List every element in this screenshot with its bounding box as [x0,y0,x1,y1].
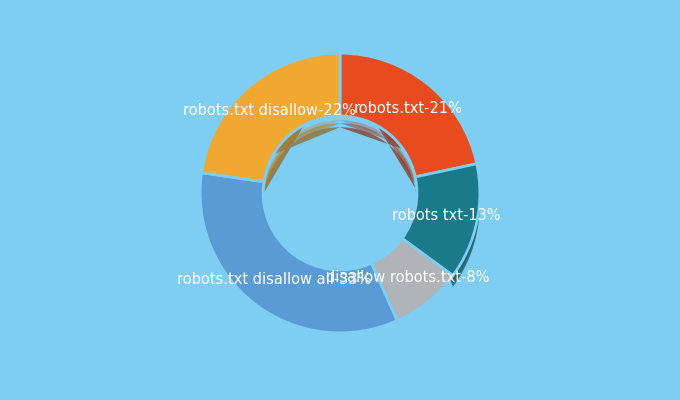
Text: disallow robots.txt-8%: disallow robots.txt-8% [326,270,490,285]
Polygon shape [340,60,477,184]
Polygon shape [402,171,480,282]
Wedge shape [340,53,477,177]
Polygon shape [201,60,340,189]
Wedge shape [402,164,480,276]
Polygon shape [201,57,340,186]
Wedge shape [201,53,340,182]
Wedge shape [371,238,453,321]
Polygon shape [402,168,480,280]
Text: robots txt-13%: robots txt-13% [392,208,500,223]
Text: robots.txt-21%: robots.txt-21% [354,101,462,116]
Polygon shape [402,175,480,287]
Text: robots.txt disallow all-33%: robots.txt disallow all-33% [177,272,372,287]
Polygon shape [340,57,477,181]
Wedge shape [200,173,397,333]
Polygon shape [340,64,477,188]
Text: robots.txt disallow-22%: robots.txt disallow-22% [183,104,356,118]
Polygon shape [201,64,340,193]
